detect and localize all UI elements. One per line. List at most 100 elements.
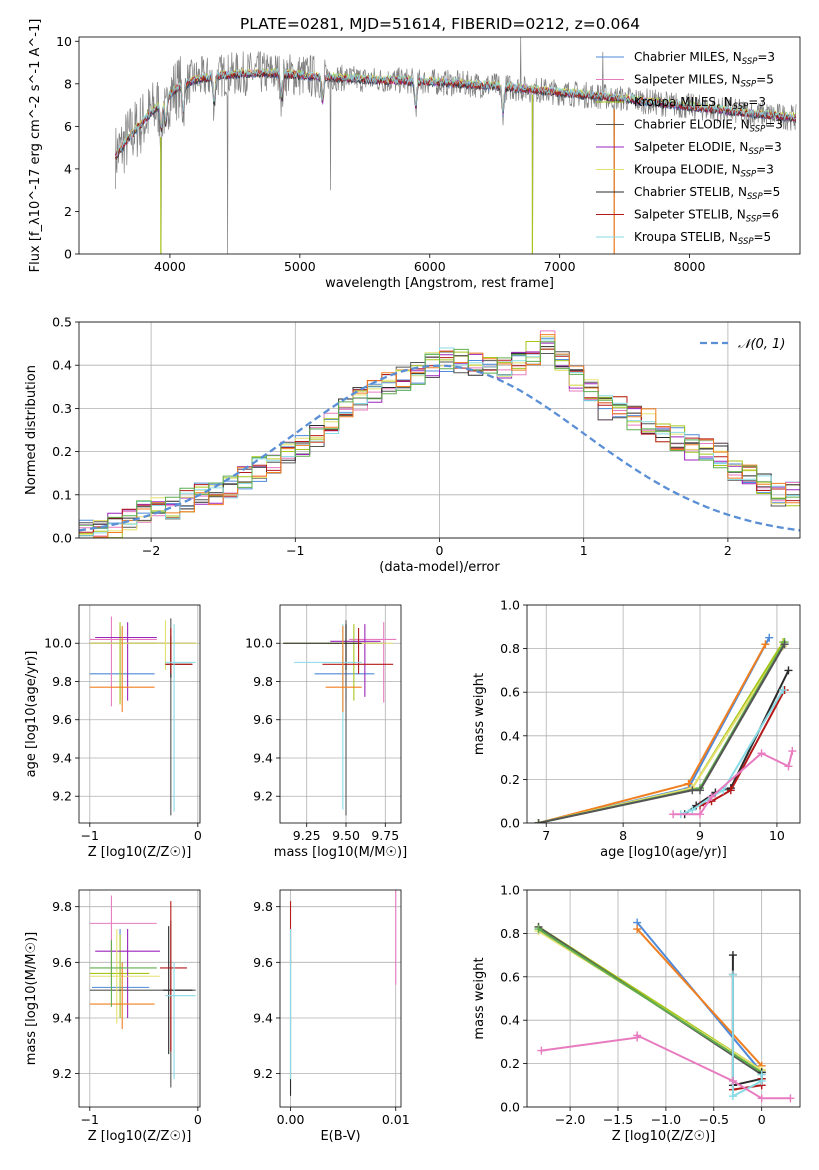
plus-marker xyxy=(761,640,770,649)
plot-frame xyxy=(78,321,801,539)
y-tick-label: 2 xyxy=(64,204,72,219)
errorbar-point xyxy=(165,962,196,1080)
x-tick-label: 10 xyxy=(769,828,785,843)
plus-marker xyxy=(633,925,642,934)
plus-marker xyxy=(707,792,716,801)
errorbar-point xyxy=(163,926,193,1055)
y-tick-label: 0.2 xyxy=(500,772,520,787)
x-tick-label: −1 xyxy=(81,828,99,843)
legend-label: Chabrier STELIB, NSSP=5 xyxy=(634,185,780,202)
y-tick-label: 9.4 xyxy=(52,1010,72,1025)
x-tick-label: 0 xyxy=(194,828,202,843)
y-axis-label: mass weight xyxy=(472,957,487,1039)
plus-marker xyxy=(786,1094,795,1103)
plus-marker xyxy=(728,1076,737,1085)
y-tick-label: 9.6 xyxy=(52,955,72,970)
x-tick-label: 0 xyxy=(758,1112,766,1127)
legend-value: =3 xyxy=(757,50,775,64)
legend-label: Kroupa STELIB, NSSP=5 xyxy=(634,230,771,247)
plot-area xyxy=(89,616,198,816)
y-tick-label: 9.8 xyxy=(52,899,72,914)
chart-residuals: −2 −1 0 1 2 0.0 0.1 0.2 0.3 0.4 0.5 (data-model)/er… xyxy=(24,315,801,575)
y-tick-label: 9.4 xyxy=(253,1010,273,1025)
errorbar-point xyxy=(95,928,161,1018)
x-tick-label: −2 xyxy=(142,543,160,558)
x-axis-label: Z [log10(Z/Z☉)] xyxy=(612,1129,716,1144)
plus-marker xyxy=(726,786,735,795)
errorbar-point xyxy=(89,626,155,713)
legend-value: =3 xyxy=(765,118,783,132)
x-axis-label: wavelength [Angstrom, rest frame] xyxy=(325,276,554,291)
x-tick-label: 0 xyxy=(436,543,444,558)
plus-marker xyxy=(779,686,788,695)
y-tick-label: 4 xyxy=(64,161,72,176)
plot-area xyxy=(89,895,196,1088)
legend-subscript: SSP xyxy=(742,57,758,67)
model-line xyxy=(115,67,797,157)
errorbar-point xyxy=(322,627,394,674)
plus-marker xyxy=(696,786,705,795)
plot-area xyxy=(289,890,397,1096)
y-axis-label: Flux [f_λ10^-17 erg cm^-2 s^-1 A^-1] xyxy=(28,19,43,273)
plot-frame xyxy=(526,604,801,824)
x-tick-label: 9.50 xyxy=(332,828,360,843)
legend-subscript: SSP xyxy=(746,215,762,225)
y-axis-label: Normed distribution xyxy=(24,365,39,495)
plus-marker xyxy=(784,762,793,771)
y-tick-label: 0.2 xyxy=(52,444,72,459)
y-tick-label: 10.0 xyxy=(44,636,72,651)
plot-area xyxy=(283,620,397,816)
x-tick-label: −1 xyxy=(81,1112,99,1127)
y-tick-label: 9.2 xyxy=(52,789,72,804)
chart-weight-vs-Z: −2.0 −1.5 −1.0 −0.5 0 0.0 0.2 0.4 0.6 0.8 1.0 Z [lo… xyxy=(472,883,801,1144)
histogram-step xyxy=(79,334,800,538)
legend-value: =5 xyxy=(754,230,772,244)
legend-subscript: SSP xyxy=(738,237,754,247)
errorbar-point xyxy=(89,928,161,1024)
x-tick-label: −2.0 xyxy=(555,1112,585,1127)
x-axis-label: age [log10(age/yr)] xyxy=(600,845,727,860)
legend-label: Salpeter STELIB, NSSP=6 xyxy=(634,208,779,225)
chart-weight-vs-age: 7 8 9 10 0.0 0.2 0.4 0.6 0.8 1.0 age [log10(age/yr… xyxy=(472,598,801,860)
y-tick-label: 10 xyxy=(56,34,72,49)
legend-label: 𝒩(0, 1) xyxy=(738,337,785,352)
legend-value: =3 xyxy=(764,140,782,154)
errorbar-point xyxy=(330,624,381,697)
x-axis-label: mass [log10(M/M☉)] xyxy=(274,845,407,860)
plot-frame xyxy=(78,604,201,824)
chart-spectrum: 4000 5000 6000 7000 8000 0 2 4 6 8 10 wavelength [A… xyxy=(28,19,801,291)
plus-marker xyxy=(757,1070,766,1079)
y-tick-label: 0.2 xyxy=(500,1056,520,1071)
y-tick-label: 1.0 xyxy=(500,598,520,613)
y-axis-label: mass [log10(M/M☉)] xyxy=(24,932,39,1065)
legend-subscript: SSP xyxy=(747,192,763,202)
plot-frame xyxy=(279,604,402,824)
normal-curve xyxy=(79,364,800,532)
y-axis-label: mass weight xyxy=(472,673,487,755)
plus-marker xyxy=(534,925,543,934)
y-tick-label: 9.8 xyxy=(253,674,273,689)
plus-marker xyxy=(537,1046,546,1055)
x-tick-label: 5000 xyxy=(284,259,316,274)
legend-value: =3 xyxy=(756,163,774,177)
y-tick-label: 0.4 xyxy=(52,358,72,373)
plus-marker xyxy=(696,810,705,819)
y-tick-label: 0.0 xyxy=(500,1100,520,1115)
x-tick-label: 6000 xyxy=(414,259,446,274)
y-tick-label: 0.4 xyxy=(500,728,520,743)
y-tick-label: 0.6 xyxy=(500,685,520,700)
plus-marker xyxy=(784,666,793,675)
legend-label: Chabrier ELODIE, NSSP=3 xyxy=(634,118,783,135)
y-tick-label: 9.6 xyxy=(253,712,273,727)
plus-marker xyxy=(757,749,766,758)
plot-frame xyxy=(78,36,801,255)
errorbar-point xyxy=(89,962,155,1030)
plus-marker xyxy=(534,819,543,823)
legend-subscript: SSP xyxy=(748,147,764,157)
chart-mass-vs-Z: −1 0 9.2 9.4 9.6 9.8 Z [log10(Z/Z☉)] mass [log1… xyxy=(24,889,202,1144)
errorbar-point xyxy=(89,620,198,671)
chart-age-vs-mass: 9.25 9.50 9.75 9.2 9.4 9.6 9.8 10.0 mass [log10(… xyxy=(245,604,407,860)
x-tick-label: 1 xyxy=(580,543,588,558)
x-tick-label: 0.01 xyxy=(382,1112,410,1127)
y-tick-label: 0.0 xyxy=(500,816,520,831)
